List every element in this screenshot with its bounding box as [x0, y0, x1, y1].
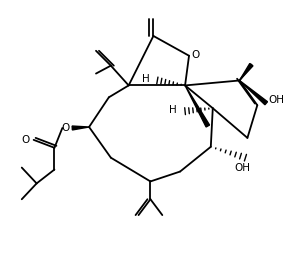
- Text: O: O: [191, 50, 199, 60]
- Text: O: O: [22, 135, 30, 145]
- Polygon shape: [185, 85, 210, 127]
- Text: H: H: [169, 105, 177, 115]
- Text: OH: OH: [268, 95, 284, 105]
- Polygon shape: [240, 64, 253, 81]
- Polygon shape: [240, 81, 267, 105]
- Text: OH: OH: [234, 163, 251, 173]
- Text: H: H: [142, 74, 150, 85]
- Polygon shape: [72, 126, 89, 130]
- Text: O: O: [61, 123, 69, 133]
